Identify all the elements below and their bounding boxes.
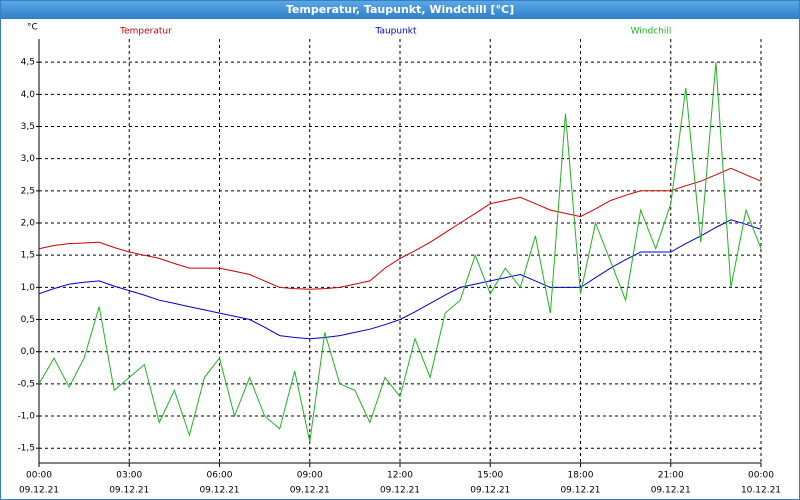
x-tick-label: 18:00: [568, 471, 594, 481]
y-tick-label: -0,5: [17, 379, 35, 389]
x-tick-date: 09.12.21: [290, 486, 330, 496]
x-tick-label: 15:00: [477, 471, 503, 481]
x-tick-date: 09.12.21: [199, 486, 239, 496]
x-tick-label: 00:00: [26, 471, 52, 481]
y-tick-label: 1,5: [21, 251, 35, 261]
y-tick-label: 4,0: [21, 90, 36, 100]
legend-entry: Temperatur: [119, 27, 172, 37]
title-bar: Temperatur, Taupunkt, Windchill [°C]: [1, 1, 799, 19]
x-tick-label: 21:00: [658, 471, 684, 481]
x-tick-date: 09.12.21: [109, 486, 149, 496]
x-tick-date: 09.12.21: [651, 486, 691, 496]
y-tick-label: 0,5: [21, 315, 35, 325]
y-tick-label: -1,0: [17, 412, 35, 422]
x-tick-label: 09:00: [297, 471, 323, 481]
series-line: [38, 62, 762, 442]
legend-entry: Windchill: [631, 27, 672, 37]
chart: °C -1,5 -1,0 -0,5 0,0 0,5 1,0 1,5 2,0 2,5 3,0 3,5 4…: [17, 23, 781, 496]
y-tick-label: 1,0: [21, 283, 36, 293]
series-line: [38, 167, 762, 290]
y-tick-label: -1,5: [17, 444, 35, 454]
y-tick-label: 0,0: [21, 347, 36, 357]
x-tick-label: 12:00: [387, 471, 413, 481]
x-tick-label: 00:00: [748, 471, 774, 481]
x-tick-date: 09.12.21: [470, 486, 510, 496]
x-tick-date: 09.12.21: [19, 486, 59, 496]
x-tick-date: 09.12.21: [380, 486, 420, 496]
x-tick-label: 03:00: [116, 471, 142, 481]
y-tick-label: 4,5: [21, 58, 35, 68]
x-tick-label: 06:00: [207, 471, 233, 481]
y-tick-label: 2,5: [21, 186, 35, 196]
x-tick-date: 10.12.21: [741, 486, 781, 496]
legend-entry: Taupunkt: [374, 27, 417, 37]
series-line: [38, 219, 762, 340]
y-unit: °C: [27, 23, 38, 33]
y-tick-label: 2,0: [21, 219, 36, 229]
x-tick-date: 09.12.21: [560, 486, 600, 496]
y-tick-label: 3,0: [21, 154, 36, 164]
y-tick-label: 3,5: [21, 122, 35, 132]
